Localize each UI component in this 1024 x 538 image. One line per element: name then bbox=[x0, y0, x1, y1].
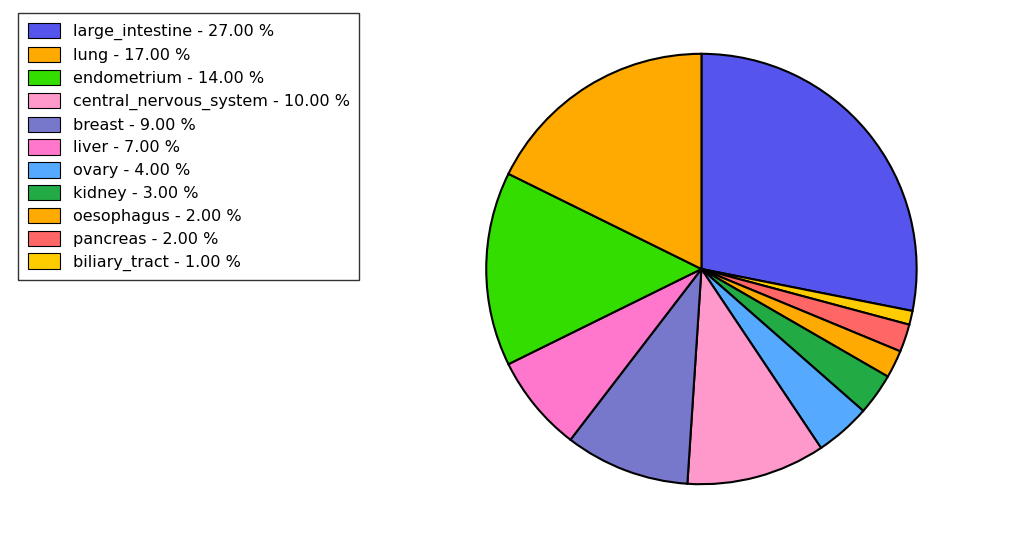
Wedge shape bbox=[701, 54, 916, 311]
Wedge shape bbox=[701, 269, 912, 325]
Wedge shape bbox=[509, 54, 701, 269]
Wedge shape bbox=[687, 269, 821, 484]
Wedge shape bbox=[701, 269, 900, 377]
Legend: large_intestine - 27.00 %, lung - 17.00 %, endometrium - 14.00 %, central_nervou: large_intestine - 27.00 %, lung - 17.00 … bbox=[18, 13, 359, 280]
Wedge shape bbox=[701, 269, 909, 351]
Wedge shape bbox=[701, 269, 888, 411]
Wedge shape bbox=[509, 269, 701, 440]
Wedge shape bbox=[570, 269, 701, 484]
Wedge shape bbox=[486, 174, 701, 364]
Wedge shape bbox=[701, 269, 863, 448]
